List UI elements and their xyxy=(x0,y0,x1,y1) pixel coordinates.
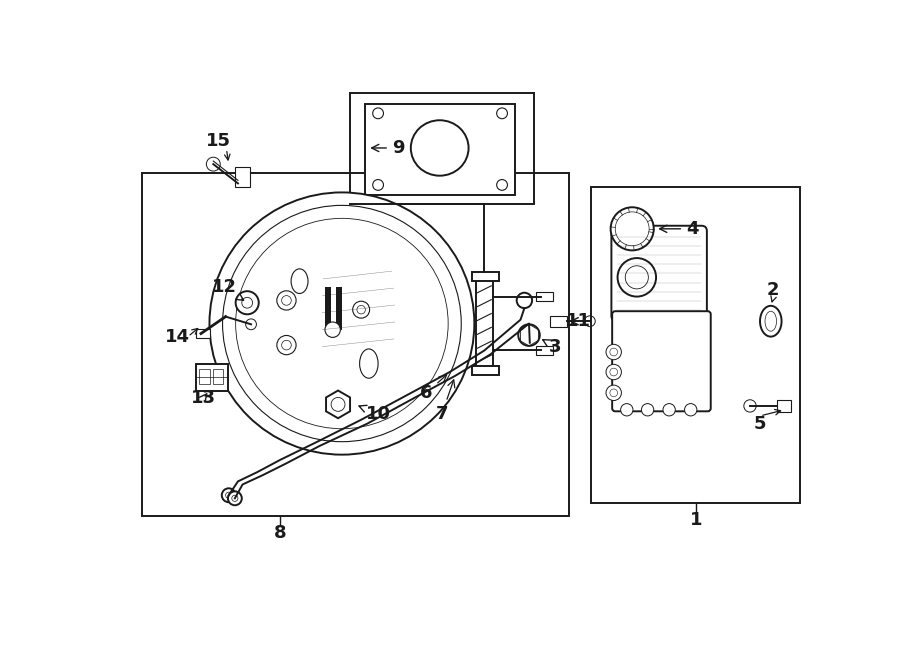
FancyBboxPatch shape xyxy=(612,311,711,411)
Ellipse shape xyxy=(277,336,296,355)
Bar xyxy=(196,329,211,338)
Circle shape xyxy=(228,491,242,505)
Ellipse shape xyxy=(291,269,308,293)
Circle shape xyxy=(517,293,532,308)
Bar xyxy=(212,369,223,385)
Circle shape xyxy=(497,108,508,118)
Ellipse shape xyxy=(282,296,292,305)
Ellipse shape xyxy=(760,306,781,336)
Circle shape xyxy=(663,404,675,416)
Ellipse shape xyxy=(765,311,777,331)
Bar xyxy=(476,277,493,370)
Circle shape xyxy=(331,397,345,411)
Bar xyxy=(349,93,535,204)
Circle shape xyxy=(685,404,697,416)
Text: 10: 10 xyxy=(359,404,391,422)
Bar xyxy=(195,363,228,391)
Circle shape xyxy=(373,108,383,118)
Circle shape xyxy=(584,316,595,326)
Bar xyxy=(550,316,567,326)
Polygon shape xyxy=(365,104,515,195)
Circle shape xyxy=(236,291,258,314)
Text: 5: 5 xyxy=(754,414,766,433)
Bar xyxy=(325,287,331,328)
Text: 7: 7 xyxy=(436,380,454,422)
Circle shape xyxy=(325,322,340,338)
Ellipse shape xyxy=(282,340,292,350)
Circle shape xyxy=(522,328,537,343)
Bar xyxy=(235,167,250,187)
Ellipse shape xyxy=(410,120,469,175)
FancyBboxPatch shape xyxy=(611,226,706,321)
Text: 4: 4 xyxy=(660,220,698,238)
Text: 15: 15 xyxy=(206,132,231,150)
Text: 11: 11 xyxy=(566,312,590,330)
Text: 14: 14 xyxy=(166,328,191,346)
Text: 1: 1 xyxy=(690,511,702,529)
Polygon shape xyxy=(326,391,350,418)
Circle shape xyxy=(373,179,383,190)
Circle shape xyxy=(610,207,653,250)
Ellipse shape xyxy=(353,301,370,318)
Circle shape xyxy=(606,364,621,380)
Circle shape xyxy=(206,157,220,171)
Text: 6: 6 xyxy=(420,375,446,402)
Bar xyxy=(472,272,499,281)
Text: 9: 9 xyxy=(372,139,404,157)
Circle shape xyxy=(518,324,540,346)
Ellipse shape xyxy=(357,305,365,314)
Bar xyxy=(141,173,569,516)
Text: 13: 13 xyxy=(191,389,216,407)
Bar xyxy=(590,187,800,503)
Bar xyxy=(472,366,499,375)
Ellipse shape xyxy=(360,349,378,378)
Bar xyxy=(200,369,211,385)
Bar xyxy=(336,287,342,330)
Circle shape xyxy=(642,404,653,416)
Bar xyxy=(536,292,553,301)
Circle shape xyxy=(617,258,656,297)
Circle shape xyxy=(221,489,236,502)
Circle shape xyxy=(497,179,508,190)
Text: 12: 12 xyxy=(212,278,244,301)
Text: 2: 2 xyxy=(767,281,779,299)
Bar xyxy=(777,400,791,412)
Circle shape xyxy=(743,400,756,412)
Bar xyxy=(536,346,553,355)
Circle shape xyxy=(621,404,633,416)
Circle shape xyxy=(246,319,256,330)
Circle shape xyxy=(606,344,621,359)
Text: 3: 3 xyxy=(543,338,562,355)
Text: 8: 8 xyxy=(274,524,286,542)
Circle shape xyxy=(606,385,621,401)
Ellipse shape xyxy=(210,193,474,455)
Ellipse shape xyxy=(277,291,296,310)
